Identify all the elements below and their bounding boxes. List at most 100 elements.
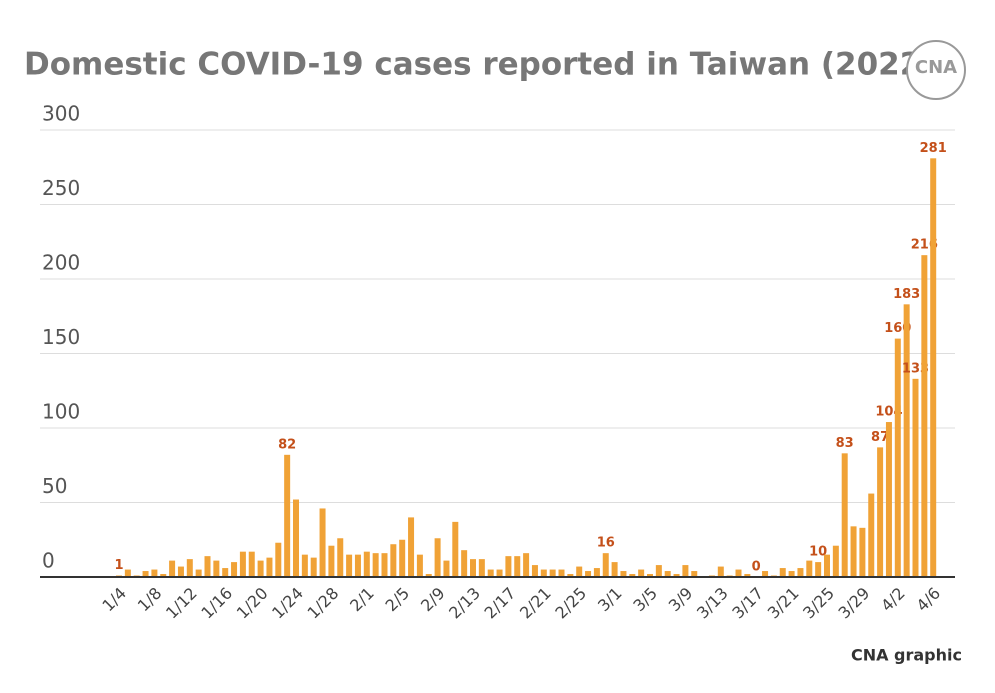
- bar: [735, 569, 742, 577]
- x-tick-label: 3/1: [594, 584, 626, 616]
- x-tick-label: 3/5: [629, 584, 661, 616]
- bar: [558, 569, 565, 577]
- bar: [416, 554, 423, 577]
- y-tick-label: 200: [42, 251, 80, 275]
- bar: [717, 566, 724, 577]
- bar: [195, 569, 202, 577]
- value-label: 82: [278, 437, 296, 452]
- bar: [425, 574, 432, 577]
- bar: [169, 560, 176, 577]
- x-tick-label: 1/8: [134, 584, 166, 616]
- bar: [514, 556, 521, 577]
- bar: [567, 574, 574, 577]
- bar: [337, 538, 344, 577]
- bar: [124, 569, 131, 577]
- bar: [443, 560, 450, 577]
- bar: [275, 542, 282, 577]
- value-label: 183: [893, 287, 920, 302]
- bar: [779, 568, 786, 577]
- bar: [142, 571, 149, 577]
- bar: [806, 560, 813, 577]
- bar: [160, 574, 167, 577]
- bar: [576, 566, 583, 577]
- bar: [894, 338, 901, 577]
- bar: [673, 574, 680, 577]
- bar: [885, 422, 892, 577]
- bar: [239, 551, 246, 577]
- x-tick-label: 2/1: [346, 584, 378, 616]
- bar: [859, 527, 866, 577]
- chart-title: Domestic COVID-19 cases reported in Taiw…: [24, 47, 935, 83]
- x-tick-label: 2/25: [551, 584, 590, 623]
- bar: [381, 553, 388, 577]
- x-tick-label: 2/21: [516, 584, 555, 623]
- bar: [478, 559, 485, 577]
- logo-ring: [906, 40, 966, 100]
- x-tick-label: 2/13: [445, 584, 484, 623]
- bar: [328, 545, 335, 577]
- bar: [399, 539, 406, 577]
- bar: [930, 158, 937, 577]
- value-label: 83: [836, 436, 854, 451]
- x-tick-label: 4/6: [913, 584, 945, 616]
- x-tick-label: 3/21: [764, 584, 803, 623]
- bar: [222, 568, 229, 577]
- x-tick-label: 2/17: [481, 584, 520, 623]
- bar: [177, 566, 184, 577]
- bar: [319, 508, 326, 577]
- bar: [470, 559, 476, 577]
- bar: [213, 560, 220, 577]
- bar: [204, 556, 211, 577]
- bar: [452, 521, 459, 577]
- value-label: 87: [871, 430, 889, 445]
- source: CNA graphic: [851, 646, 962, 665]
- bar: [832, 545, 839, 577]
- bar: [903, 304, 910, 577]
- bar: [434, 538, 441, 577]
- bar: [797, 568, 804, 577]
- bar: [266, 557, 273, 577]
- bar: [390, 544, 397, 577]
- bar: [868, 493, 875, 577]
- bar: [257, 560, 264, 577]
- bar: [638, 569, 645, 577]
- bar: [505, 556, 512, 577]
- x-tick-label: 1/16: [197, 584, 236, 623]
- bar: [523, 553, 530, 577]
- bar: [620, 571, 627, 577]
- logo: CNA: [915, 57, 957, 78]
- x-tick-label: 1/28: [304, 584, 343, 623]
- y-tick-label: 300: [42, 102, 80, 126]
- x-tick-label: 3/13: [693, 584, 732, 623]
- x-tick-label: 1/12: [162, 584, 201, 623]
- bar: [231, 562, 238, 577]
- bar: [655, 565, 662, 577]
- y-tick-label: 250: [42, 176, 80, 200]
- bar: [664, 571, 671, 577]
- x-tick-label: 3/17: [728, 584, 767, 623]
- bar: [408, 517, 415, 577]
- bar: [841, 453, 848, 577]
- bar: [877, 447, 884, 577]
- x-tick-label: 2/5: [382, 584, 414, 616]
- bar: [602, 553, 609, 577]
- bar: [682, 565, 689, 577]
- bar: [593, 568, 600, 577]
- bar: [744, 574, 751, 577]
- x-tick-label: 3/25: [799, 584, 838, 623]
- x-tick-label: 2/9: [417, 584, 449, 616]
- bar: [346, 554, 353, 577]
- bar: [815, 562, 822, 577]
- y-tick-label: 50: [42, 474, 67, 498]
- bar: [824, 554, 830, 577]
- bar: [629, 574, 636, 577]
- bar: [540, 569, 547, 577]
- bar: [151, 569, 158, 577]
- bar: [284, 454, 291, 577]
- bar: [487, 569, 494, 577]
- x-tick-label: 1/20: [233, 584, 272, 623]
- bar: [461, 550, 468, 577]
- bar: [585, 571, 592, 577]
- bar: [310, 557, 317, 577]
- value-label: 16: [597, 536, 615, 551]
